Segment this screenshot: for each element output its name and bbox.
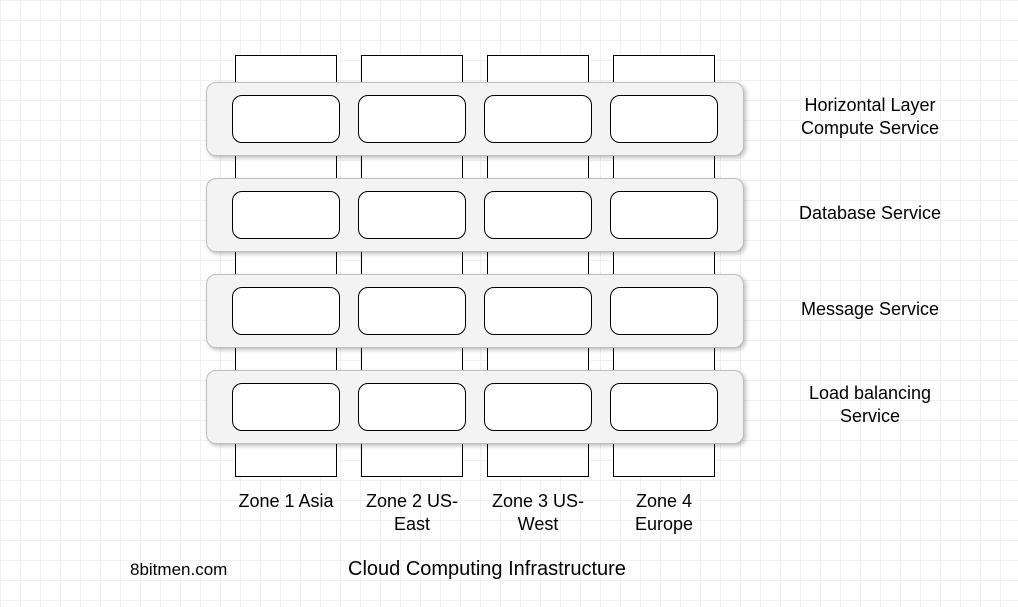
layer-label-3: Load balancingService [770, 382, 970, 427]
cell-3-1 [358, 383, 466, 431]
diagram-title: Cloud Computing Infrastructure [348, 558, 626, 581]
cell-0-2 [484, 95, 592, 143]
cell-1-0 [232, 191, 340, 239]
cell-2-3 [610, 287, 718, 335]
cell-0-3 [610, 95, 718, 143]
layer-label-0: Horizontal LayerCompute Service [770, 94, 970, 139]
cell-3-2 [484, 383, 592, 431]
cell-1-3 [610, 191, 718, 239]
zone-label-3: Zone 4Europe [604, 490, 724, 535]
cell-3-0 [232, 383, 340, 431]
cell-2-2 [484, 287, 592, 335]
watermark: 8bitmen.com [130, 560, 227, 580]
zone-label-1: Zone 2 US-East [352, 490, 472, 535]
zone-label-2: Zone 3 US-West [478, 490, 598, 535]
cell-0-1 [358, 95, 466, 143]
layer-label-2: Message Service [770, 298, 970, 321]
cell-1-2 [484, 191, 592, 239]
cell-3-3 [610, 383, 718, 431]
zone-label-0: Zone 1 Asia [226, 490, 346, 513]
cell-2-1 [358, 287, 466, 335]
layer-label-1: Database Service [770, 202, 970, 225]
cell-1-1 [358, 191, 466, 239]
cell-2-0 [232, 287, 340, 335]
cell-0-0 [232, 95, 340, 143]
